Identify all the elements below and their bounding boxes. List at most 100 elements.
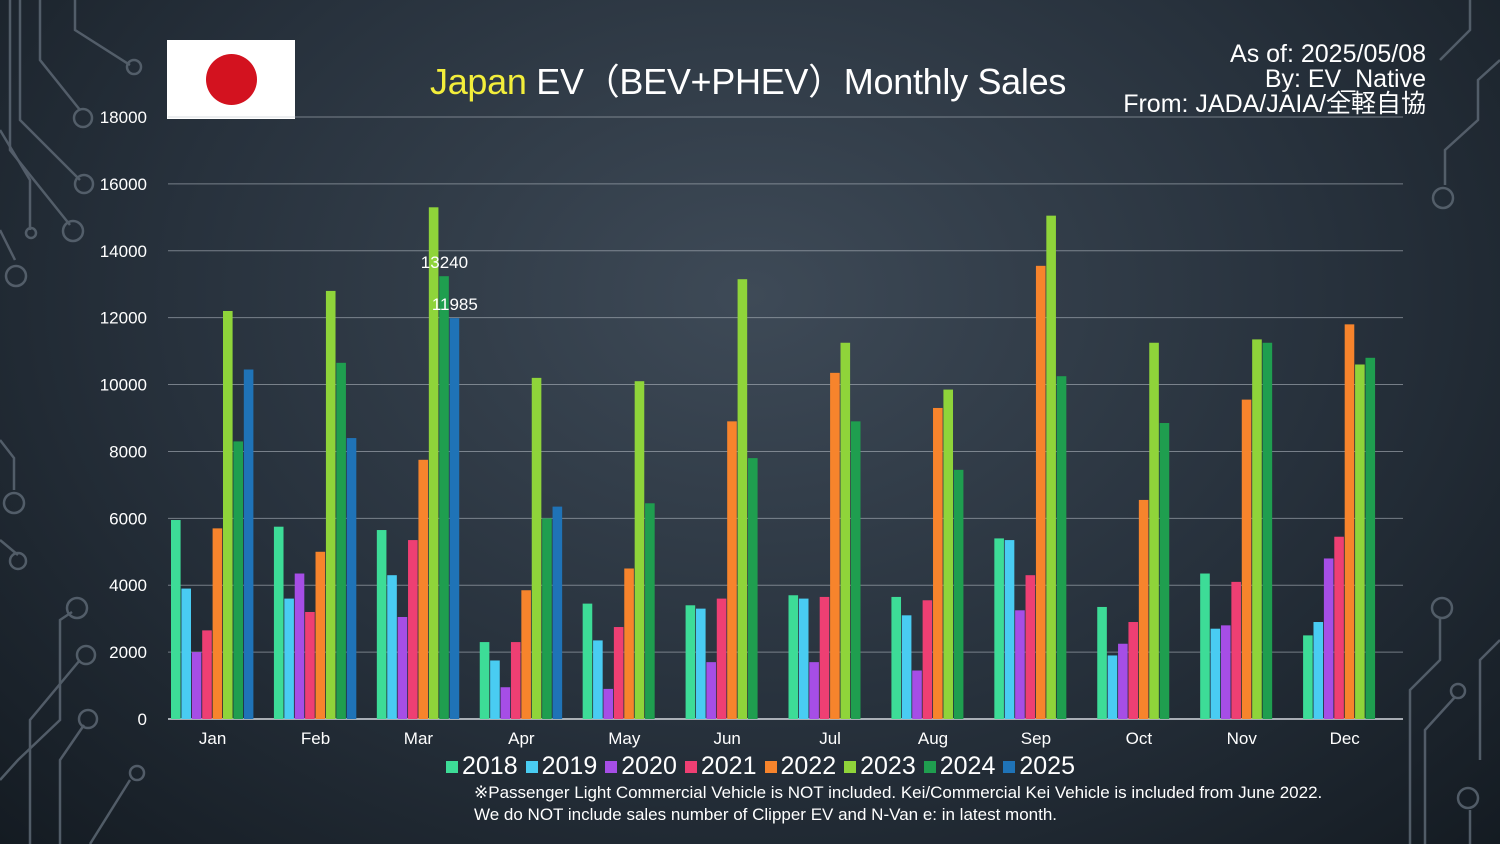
bar-2018-Apr <box>479 642 490 719</box>
legend-label: 2018 <box>462 752 518 780</box>
legend-label: 2021 <box>700 752 757 780</box>
bar-2023-May <box>634 381 645 719</box>
y-axis-ticks: 0 2000 4000 6000 8000 10000 12000 14000 16000 180… <box>100 108 147 729</box>
bar-2022-Aug <box>933 407 943 719</box>
y-tick-label: 4000 <box>109 576 147 595</box>
bar-2023-Oct <box>1149 342 1159 719</box>
data-source: From: JADA/JAIA/全軽自協 <box>1123 90 1426 118</box>
legend-swatch <box>446 760 458 773</box>
x-axis-ticks: Jan Feb Mar Apr May Jun Jul Aug Sep Oct Nov Dec <box>199 729 1360 748</box>
legend-item: 2021 <box>684 752 757 781</box>
y-tick-label: 2000 <box>109 643 147 662</box>
bar-2023-Jan <box>223 310 233 719</box>
y-tick-label: 0 <box>138 710 147 729</box>
bar-2023-Nov <box>1252 339 1262 719</box>
footnote-line-2: We do NOT include sales number of Clippe… <box>474 805 1058 824</box>
bar-2024-Apr <box>542 518 552 719</box>
bar-2020-Aug <box>912 670 922 719</box>
y-tick-label: 18000 <box>100 108 147 127</box>
bar-2021-Jun <box>716 598 727 719</box>
japan-flag <box>167 40 295 119</box>
bar-2020-Feb <box>294 573 305 719</box>
bar-2020-Jan <box>191 652 202 719</box>
bar-2022-Mar <box>418 459 429 719</box>
bar-2024-May <box>645 503 655 719</box>
bar-2018-May <box>582 603 593 719</box>
bar-2021-Sep <box>1025 575 1036 719</box>
bar-2021-Oct <box>1128 622 1139 719</box>
bar-2024-Aug <box>953 469 964 719</box>
gridlines <box>168 116 1403 720</box>
bar-2025-Feb <box>346 438 357 719</box>
legend-swatch <box>525 760 538 773</box>
legend-item: 2019 <box>525 752 597 781</box>
bar-2021-May <box>613 627 624 719</box>
bar-2019-Jun <box>695 608 706 719</box>
bar-2022-Jan <box>212 528 223 719</box>
legend-item: 2024 <box>923 752 996 781</box>
legend-item: 2023 <box>844 752 916 781</box>
x-tick-label: Feb <box>301 729 330 748</box>
bar-2018-Jun <box>685 605 696 719</box>
y-tick-label: 8000 <box>109 442 147 461</box>
bar-2018-Feb <box>273 526 284 719</box>
bar-2019-Dec <box>1313 622 1324 719</box>
source-info: As of: 2025/05/08 By: EV_Native From: JA… <box>1123 42 1426 117</box>
bar-2020-May <box>603 688 614 719</box>
bar-2021-Apr <box>510 642 521 719</box>
chart-legend: 2018 2019 2020 2021 2022 2023 2024 2025 <box>446 752 1075 781</box>
bar-2021-Jul <box>819 596 830 719</box>
legend-swatch <box>764 760 777 773</box>
bar-2024-Jan <box>233 441 243 719</box>
bar-2024-Mar <box>439 276 449 719</box>
data-label: 13240 <box>421 253 468 272</box>
bar-2022-Feb <box>315 551 326 719</box>
x-tick-label: Jun <box>713 729 740 748</box>
y-tick-label: 6000 <box>109 509 147 528</box>
x-tick-label: Aug <box>918 729 948 748</box>
x-tick-label: Mar <box>404 729 434 748</box>
y-tick-label: 10000 <box>100 376 147 395</box>
bar-2023-Jul <box>840 342 851 719</box>
bar-2024-Feb <box>336 362 346 719</box>
bar-2023-Sep <box>1046 215 1056 719</box>
bar-2018-Dec <box>1303 635 1313 719</box>
bar-2024-Sep <box>1056 376 1067 719</box>
legend-swatch <box>605 760 618 773</box>
bar-2021-Jan <box>202 630 212 719</box>
bar-2018-Aug <box>891 596 902 719</box>
bar-2022-Oct <box>1138 499 1149 719</box>
legend-label: 2022 <box>780 752 837 780</box>
footnotes: ※Passenger Light Commercial Vehicle is N… <box>474 782 1322 826</box>
legend-item: 2018 <box>446 752 518 781</box>
bar-2021-Feb <box>305 611 315 719</box>
bar-2022-Dec <box>1344 324 1355 719</box>
title-rest: EV（BEV+PHEV）Monthly Sales <box>526 61 1067 102</box>
bar-2025-Apr <box>552 506 563 719</box>
flag-red-disc <box>206 54 257 105</box>
legend-swatch <box>684 760 697 773</box>
bar-2018-Nov <box>1200 573 1210 719</box>
bar-2022-Nov <box>1241 399 1252 719</box>
legend-label: 2024 <box>939 752 996 780</box>
bar-2023-Mar <box>428 207 439 720</box>
bar-2019-Sep <box>1004 540 1015 719</box>
bar-2019-Jul <box>798 598 809 719</box>
bar-2022-Jun <box>727 421 737 719</box>
y-tick-label: 12000 <box>100 309 147 328</box>
bar-2021-Mar <box>408 540 418 719</box>
legend-item: 2025 <box>1003 752 1075 781</box>
bar-2018-Mar <box>376 530 387 719</box>
bar-2024-Oct <box>1159 423 1170 719</box>
x-tick-label: Apr <box>508 729 535 748</box>
bar-2025-Mar <box>449 318 460 719</box>
x-tick-label: May <box>608 729 641 748</box>
bar-2023-Jun <box>737 279 748 719</box>
y-tick-label: 16000 <box>100 175 147 194</box>
author-credit: By: EV_Native <box>1264 65 1426 93</box>
data-labels: 13240 11985 <box>421 253 478 314</box>
bar-2019-Mar <box>387 575 397 719</box>
bar-2019-May <box>593 640 603 719</box>
bar-2023-Aug <box>943 389 954 719</box>
